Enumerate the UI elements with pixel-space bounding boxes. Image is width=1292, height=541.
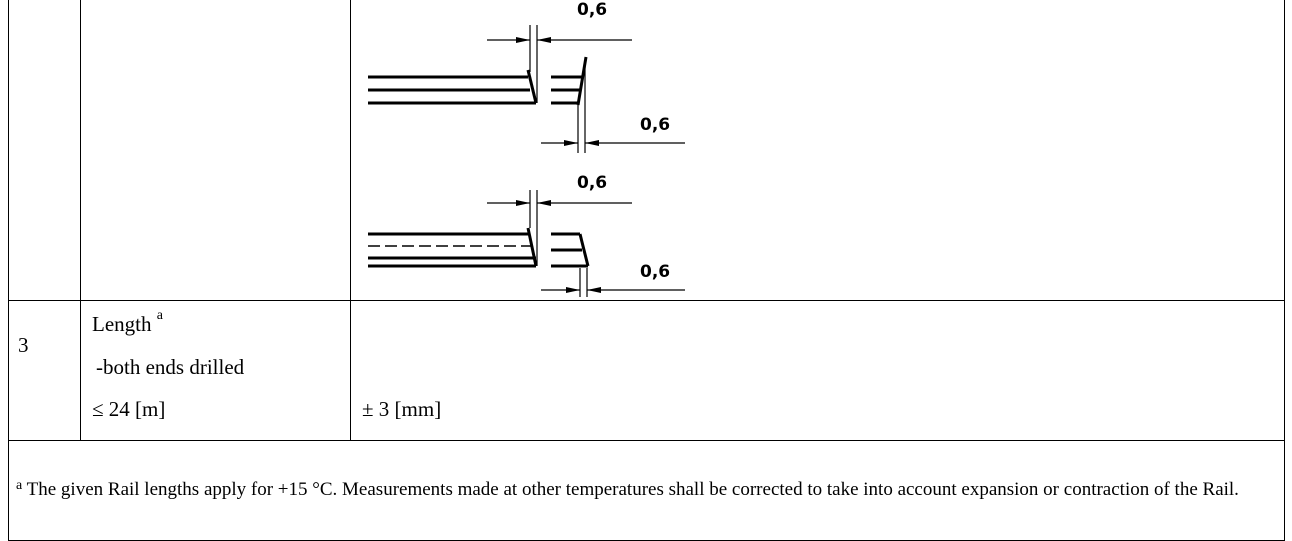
item-text: Length	[92, 312, 152, 336]
footnote-ref: a	[156, 308, 163, 323]
footnote-text: The given Rail lengths apply for +15 °C.…	[26, 479, 1239, 500]
item-line: -both ends drilled	[96, 355, 245, 379]
item-name: Length a	[92, 308, 163, 337]
tolerance: ± 3 [mm]	[362, 397, 442, 421]
dimension-label: 0,6	[640, 262, 671, 282]
row-number: 3	[18, 333, 29, 357]
footnote: a The given Rail lengths apply for +15 °…	[16, 476, 1278, 504]
dimension-label: 0,6	[640, 115, 671, 135]
footnote-marker: a	[16, 478, 23, 493]
dimension-label: 0,6	[577, 0, 608, 20]
bevel-drawing	[368, 25, 685, 297]
item-line: ≤ 24 [m]	[92, 397, 166, 421]
dimension-label: 0,6	[577, 173, 608, 193]
